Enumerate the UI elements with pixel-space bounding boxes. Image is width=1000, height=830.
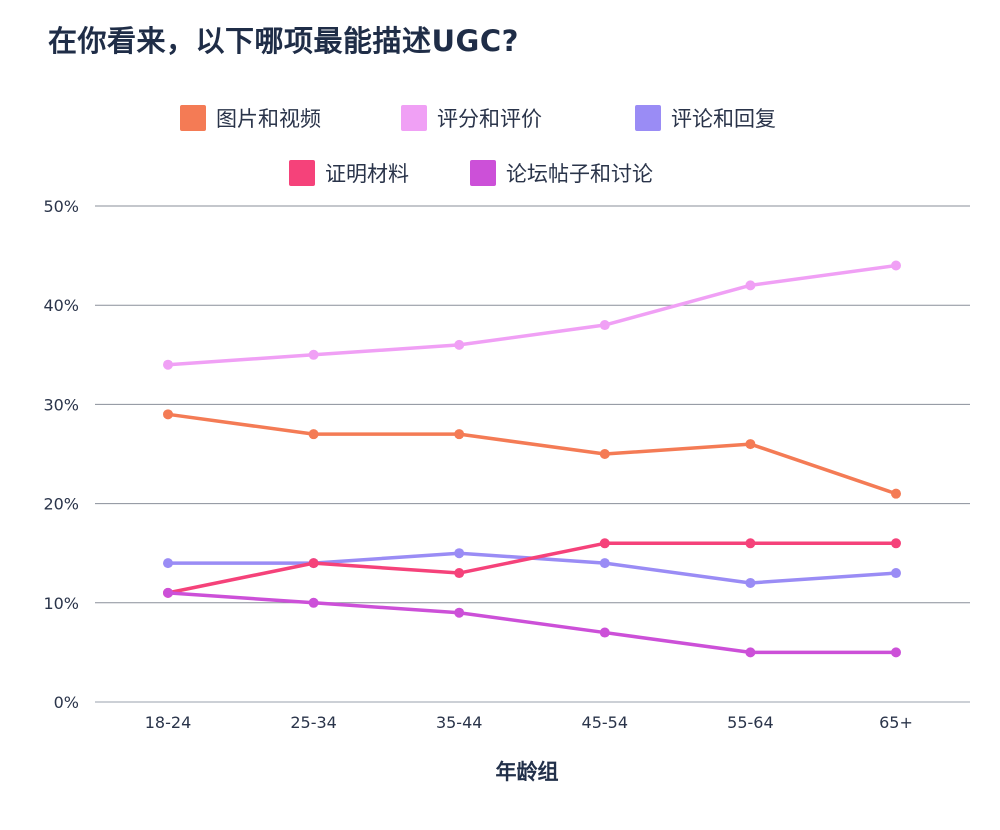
series-3 [163,538,901,598]
data-point [308,558,319,569]
series-1 [163,260,901,370]
data-point [891,568,901,579]
legend-item-photos-videos: 图片和视频 [180,103,321,133]
legend-label-comments-replies: 评论和回复 [671,107,776,131]
legend-label-ratings-reviews: 评分和评价 [437,107,542,131]
data-point [599,449,610,459]
legend-swatch-ratings-reviews [401,105,427,131]
data-point [308,597,319,608]
series-line [166,541,898,595]
data-point [163,409,173,420]
data-point [454,429,465,440]
data-point [891,647,901,658]
data-point [891,260,901,271]
legend-swatch-photos-videos [180,105,206,131]
y-tick-label: 50% [43,197,79,216]
legend-swatch-comments-replies [635,105,661,131]
y-tick-label: 10% [43,594,79,613]
series-line [166,412,898,496]
data-point [599,627,610,638]
data-point [599,558,610,569]
data-point [454,548,465,559]
data-point [454,568,465,579]
x-tick-label: 18-24 [145,713,192,732]
data-point [745,647,756,658]
x-tick-label: 45-54 [582,713,629,732]
legend-label-photos-videos: 图片和视频 [216,107,321,131]
y-tick-label: 30% [43,395,79,414]
data-point [745,280,756,291]
legend-label-testimonials: 证明材料 [325,162,409,186]
data-point [745,439,756,450]
series-0 [163,409,901,499]
data-point [891,538,901,549]
series-lines [163,260,901,658]
data-point [454,607,465,618]
data-point [745,538,756,549]
series-2 [163,548,901,588]
x-tick-label: 65+ [879,713,913,732]
legend-item-ratings-reviews: 评分和评价 [401,103,542,133]
legend-item-forum-posts: 论坛帖子和讨论 [470,158,653,188]
x-tick-label: 55-64 [727,713,774,732]
data-point [163,558,173,569]
series-line [166,263,898,367]
y-tick-label: 20% [43,495,79,514]
chart-title: 在你看来，以下哪项最能描述UGC? [48,24,519,58]
gridlines [95,205,970,703]
y-tick-label: 0% [54,693,79,712]
legend-label-forum-posts: 论坛帖子和讨论 [506,162,653,186]
x-axis-ticks: 18-24 25-34 35-44 45-54 55-64 65+ [145,713,913,732]
y-axis-ticks: 0% 10% 20% 30% 40% 50% [43,197,79,712]
y-tick-label: 40% [43,296,79,315]
legend-item-comments-replies: 评论和回复 [635,103,776,133]
data-point [308,349,319,360]
data-point [308,429,319,440]
data-point [454,339,465,350]
data-point [745,577,756,588]
x-tick-label: 25-34 [290,713,337,732]
x-axis-title: 年龄组 [496,760,559,784]
legend-swatch-forum-posts [470,160,496,186]
series-line [166,591,898,655]
legend-swatch-testimonials [289,160,315,186]
data-point [599,320,610,331]
data-point [599,538,610,549]
data-point [891,488,901,499]
x-tick-label: 35-44 [436,713,483,732]
legend-item-testimonials: 证明材料 [289,158,409,188]
data-point [163,587,173,598]
data-point [163,359,173,370]
series-4 [163,587,901,658]
